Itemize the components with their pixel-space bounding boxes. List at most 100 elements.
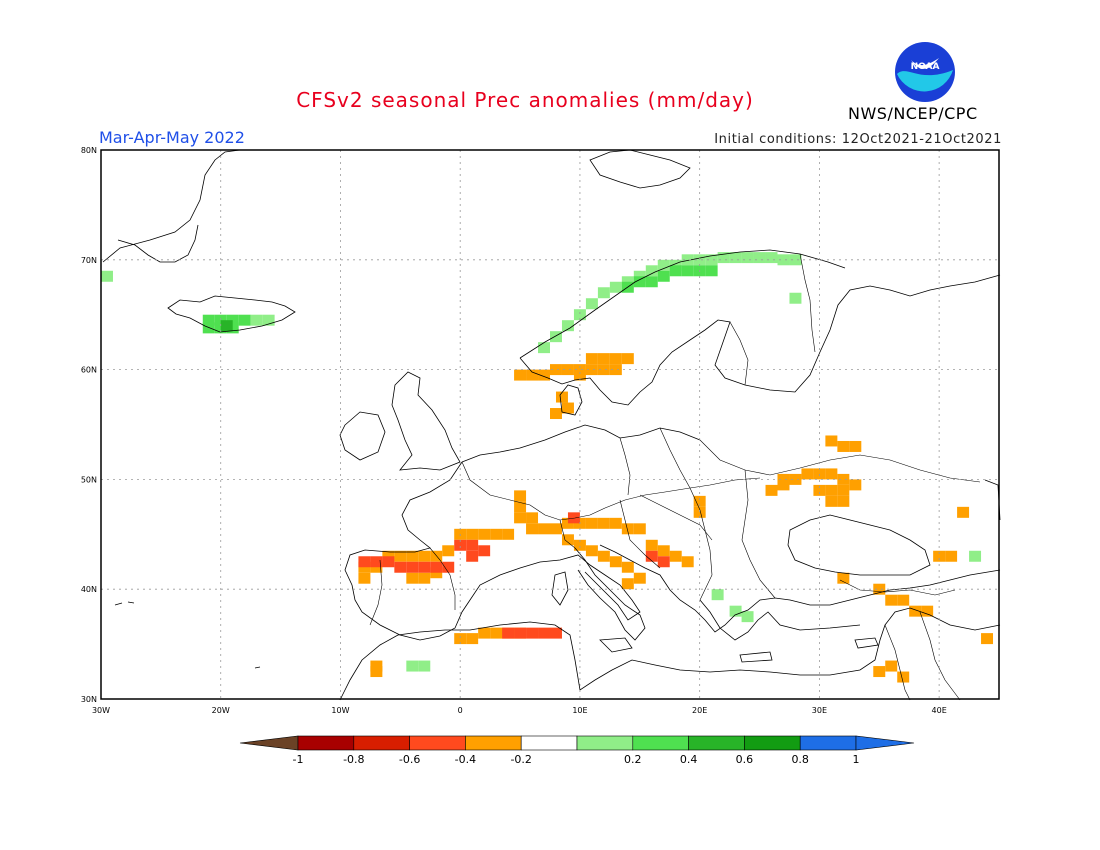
anomaly-cell-norway-north-inland [681, 265, 694, 277]
anomaly-cell-france-italy [645, 539, 658, 551]
anomaly-cell-central-russia [837, 440, 850, 452]
greenland-coast [102, 149, 241, 263]
colorbar-label: 0.4 [680, 753, 698, 766]
anomaly-cell-france-italy [561, 534, 574, 546]
colorbar-label: 0.8 [791, 753, 809, 766]
anomaly-cell-france-italy [358, 572, 371, 584]
lon-tick-label: 30W [92, 706, 110, 715]
anomaly-cell-france-italy [502, 528, 515, 540]
anomaly-cell-france-italy [550, 523, 562, 535]
anomaly-cell-south-scandinavia [573, 369, 586, 381]
anomaly-cell-north-africa-strong [514, 627, 527, 639]
anomaly-cell-south-scandinavia [621, 353, 634, 365]
azores-coast [114, 601, 135, 606]
anomaly-cell-greece-green [729, 605, 742, 617]
africa-coast [339, 607, 1001, 701]
lon-tick-label: 10E [572, 706, 587, 715]
anomaly-cell-scandinavia-west-coast [765, 252, 778, 264]
axis-ticks: 30W 20W 10W 0 10E 20E 30E 40E 30N 40N 50N 60N 70N 80N [81, 146, 947, 715]
anomaly-cell-south-scandinavia [514, 369, 527, 381]
anomaly-cell-france-italy [514, 490, 527, 502]
anomaly-cell-scandinavia-west-coast [597, 287, 610, 299]
anomaly-cell-france-italy-strong [466, 550, 479, 562]
anomaly-cell-france-italy-strong [418, 561, 431, 573]
colorbar-segment [297, 735, 355, 751]
anomaly-cell-france-italy [621, 578, 634, 590]
anomaly-cell-france-italy [921, 605, 934, 617]
europe-coast [344, 424, 1001, 641]
anomaly-cell-denmark [561, 402, 574, 414]
anomaly-cell-france-italy [538, 523, 550, 535]
map-title: CFSv2 seasonal Prec anomalies (mm/day) [296, 88, 754, 112]
season-label: Mar-Apr-May 2022 [99, 128, 245, 147]
anomaly-cell-france-italy [897, 671, 910, 683]
anomaly-cell-morocco-green [418, 660, 431, 672]
anomaly-cell-france-italy [526, 523, 539, 535]
anomaly-cell-france-italy-strong [478, 545, 491, 557]
colorbar-label: -0.2 [510, 753, 531, 766]
anomaly-cell-south-scandinavia [585, 364, 598, 376]
colorbar-segment [632, 735, 689, 751]
anomaly-cell-central-russia [825, 495, 838, 507]
colorbar-label: 1 [853, 753, 860, 766]
anomaly-cell-france-italy-strong [430, 561, 443, 573]
anomaly-cell-norway-north-inland [657, 270, 670, 282]
balkans-coast [699, 599, 861, 641]
lon-tick-label: 20E [692, 706, 707, 715]
anomaly-cell-scandinavia-west-coast [741, 252, 754, 264]
colorbar-label: -1 [293, 753, 304, 766]
anomaly-cell-france-italy-strong [394, 561, 407, 573]
colorbar: -1 -0.8 -0.6 -0.4 -0.2 0.2 0.4 0.6 0.8 1 [239, 735, 915, 766]
anomaly-cell-central-russia [801, 468, 814, 480]
anomaly-cell-france-italy [406, 572, 419, 584]
anomaly-cell-france-italy [693, 495, 706, 507]
anomaly-cell-central-russia [837, 495, 850, 507]
anomaly-cell-france-italy [418, 550, 431, 562]
anomaly-cell-france-italy [873, 666, 886, 678]
anomaly-cell-denmark [555, 391, 568, 403]
anomaly-cell-north-africa-strong [538, 627, 550, 639]
anomaly-cell-france-italy [981, 633, 994, 645]
anomaly-cell-greenland-spot [101, 270, 113, 282]
anomaly-cell-france-italy [885, 594, 898, 606]
anomaly-cell-france-italy [897, 594, 910, 606]
grid-lines [101, 150, 999, 699]
anomaly-cell-south-scandinavia [573, 364, 586, 376]
anomaly-cell-central-russia [813, 484, 826, 496]
cyprus-coast [854, 637, 879, 649]
colorbar-label: 0.2 [624, 753, 642, 766]
lat-tick-label: 30N [81, 695, 97, 704]
anomaly-cell-france-italy-strong [382, 556, 395, 568]
anomaly-cell-france-italy [885, 660, 898, 672]
anomaly-cell-greece-green [711, 589, 724, 601]
lon-tick-label: 40E [932, 706, 947, 715]
anomaly-cell-france-italy [957, 506, 970, 518]
middle-east-borders [839, 579, 961, 701]
colorbar-segment [520, 735, 578, 751]
anomaly-cell-france-italy-strong [657, 556, 670, 568]
anomaly-cell-south-scandinavia [526, 369, 539, 381]
colorbar-min-arrow [239, 735, 299, 751]
anomaly-cell-france-italy [478, 528, 491, 540]
colorbar-segment [688, 735, 745, 751]
anomaly-cell-scandinavia-west-coast [609, 281, 622, 293]
anomaly-cell-iceland-south [238, 314, 251, 326]
anomaly-cell-france-italy [442, 545, 455, 557]
anomaly-cell-france-italy [514, 501, 527, 513]
anomaly-cell-france-italy [945, 550, 958, 562]
anomaly-cell-france-italy [490, 528, 503, 540]
anomaly-cell-scandinavia-west-coast [777, 254, 790, 266]
map-frame [100, 149, 1000, 700]
country-borders [369, 253, 981, 626]
lat-tick-label: 80N [81, 146, 97, 155]
anomaly-cell-scandinavia-west-coast [753, 252, 766, 264]
anomaly-cell-scandinavia-west-coast [550, 331, 562, 343]
anomaly-cell-france-italy [837, 572, 850, 584]
anomaly-cell-south-scandinavia [609, 364, 622, 376]
anomaly-cell-south-scandinavia [550, 364, 562, 376]
colorbar-max-arrow [855, 735, 915, 751]
colorbar-segment [465, 735, 522, 751]
colorbar-segment [353, 735, 410, 751]
anomaly-cell-france-italy [597, 517, 610, 529]
denmark-coast [559, 384, 583, 416]
